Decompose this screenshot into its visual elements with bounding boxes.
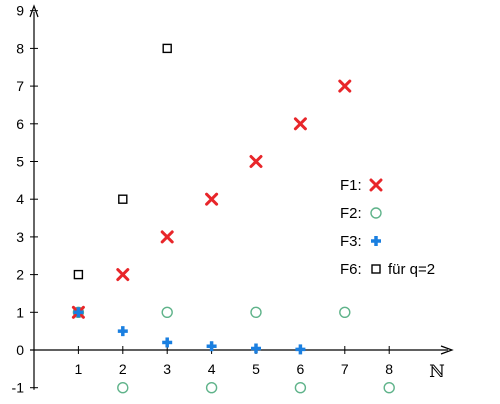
x-stroke (249, 155, 263, 168)
y-tick-label: 1 (16, 304, 24, 320)
data-point (116, 268, 130, 282)
legend-label: F6: (340, 261, 362, 278)
legend-label: F3: (340, 233, 362, 250)
circle-ring (370, 207, 382, 219)
circle-ring (117, 382, 129, 394)
legend-suffix: für q=2 (388, 261, 435, 278)
x-tick-label: 4 (208, 361, 216, 377)
data-point (73, 269, 84, 280)
y-tick-label: 4 (16, 191, 24, 207)
y-tick-label: 8 (16, 40, 24, 56)
circle-ring (383, 382, 395, 394)
y-tick-label: -1 (12, 380, 25, 396)
data-point (251, 343, 261, 354)
legend-marker (371, 236, 381, 246)
legend-marker (371, 264, 381, 274)
data-point (118, 194, 128, 204)
x-tick-label: 6 (297, 361, 305, 377)
y-tick-label: 7 (16, 78, 24, 94)
data-marks (71, 43, 395, 394)
legend-marker (369, 178, 383, 192)
circle-ring (294, 382, 307, 394)
data-point (117, 326, 128, 337)
x-tick-label: 5 (252, 361, 260, 377)
legend-item-f3: F3: (340, 233, 381, 250)
series-f6 (73, 43, 172, 280)
data-point (162, 337, 173, 348)
x-tick-label: 7 (341, 361, 349, 377)
circle-ring (205, 382, 218, 394)
y-tick-label: 5 (16, 154, 24, 170)
y-tick-label: 2 (16, 267, 24, 283)
data-point (73, 307, 84, 318)
legend-label: F2: (340, 205, 362, 222)
series-f3 (73, 307, 306, 355)
square-outline (73, 269, 84, 280)
data-point (160, 230, 174, 244)
data-point (205, 192, 219, 206)
data-point (293, 117, 307, 131)
data-point (250, 306, 262, 318)
y-tick-label: 0 (16, 342, 24, 358)
data-point (294, 382, 307, 394)
x-axis-label: ℕ (429, 362, 445, 382)
square-outline (371, 264, 381, 274)
series-f1 (71, 79, 352, 319)
x-tick-label: 8 (385, 361, 393, 377)
y-tick-label: 9 (16, 3, 24, 19)
x-stroke (205, 192, 219, 206)
data-point (249, 155, 263, 168)
data-point (338, 79, 352, 93)
data-point (161, 306, 173, 318)
axes: -1 0 1 2 3 4 5 6 7 8 9 1 2 3 4 5 6 7 8 ℕ (12, 3, 454, 396)
x-axis-arrow (440, 345, 454, 355)
y-tick-label: 3 (16, 229, 24, 245)
square-outline (118, 194, 128, 204)
x-tick-label: 1 (75, 361, 83, 377)
data-point (162, 43, 172, 54)
legend-item-f2: F2: (340, 205, 382, 222)
legend: F1: F2: F3: F6: für q=2 (340, 177, 435, 278)
legend-item-f1: F1: (340, 177, 383, 194)
circle-ring (161, 306, 173, 318)
x-stroke (293, 117, 307, 131)
x-stroke (369, 178, 383, 192)
circle-ring (250, 306, 262, 318)
data-point (205, 382, 218, 394)
square-outline (162, 43, 172, 54)
circle-ring (339, 306, 351, 318)
data-point (117, 382, 129, 394)
y-axis-arrow (29, 4, 39, 18)
x-tick-label: 2 (119, 361, 127, 377)
data-point (383, 382, 395, 394)
x-stroke (160, 230, 174, 244)
y-tick-label: 6 (16, 116, 24, 132)
data-point (206, 341, 217, 352)
data-point (295, 344, 306, 355)
x-tick-label: 3 (163, 361, 171, 377)
x-stroke (116, 268, 130, 282)
legend-marker (370, 207, 382, 219)
x-stroke (338, 79, 352, 93)
legend-item-f6: F6: für q=2 (340, 261, 435, 278)
legend-label: F1: (340, 177, 362, 194)
data-point (339, 306, 351, 318)
